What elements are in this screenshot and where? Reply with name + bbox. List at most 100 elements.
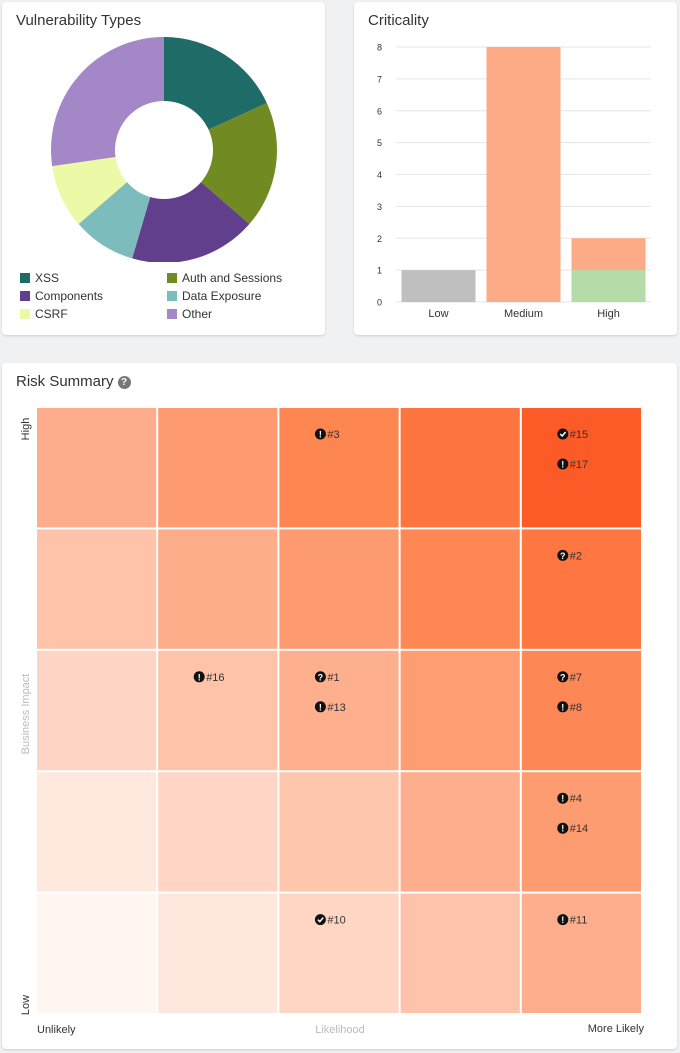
heatmap-cell-r0-c4[interactable] — [521, 408, 641, 528]
risk-item-15[interactable]: #15 — [557, 428, 588, 442]
donut-slice-other[interactable] — [50, 37, 164, 167]
heatmap-cell-r2-c1[interactable] — [158, 650, 278, 771]
legend-swatch — [20, 273, 30, 283]
heatmap-cell-r2-c4[interactable] — [521, 650, 641, 771]
risk-item-label: #15 — [570, 429, 588, 441]
y-tick-label: 2 — [377, 234, 382, 244]
legend-swatch — [167, 273, 177, 283]
legend-item-other[interactable]: Other — [167, 306, 314, 322]
donut-slice-xss[interactable] — [164, 37, 267, 130]
heatmap-cell-r0-c0[interactable] — [37, 408, 157, 528]
risk-item-13[interactable]: ! #13 — [314, 701, 346, 714]
bar-low-segment-1[interactable] — [401, 270, 476, 302]
bar-high-segment-1[interactable] — [571, 270, 646, 302]
heatmap-cell-r1-c3[interactable] — [400, 529, 520, 649]
heatmap-cell-r4-c1[interactable] — [158, 893, 278, 1013]
heatmap-cell-r3-c3[interactable] — [400, 772, 520, 892]
risk-item-1[interactable]: ? #1 — [314, 671, 340, 684]
exclamation-icon — [557, 458, 569, 470]
heatmap-cell-r0-c1[interactable] — [158, 408, 278, 528]
heatmap-cell-r3-c1[interactable] — [158, 772, 278, 892]
y-tick-label: 5 — [377, 138, 382, 148]
x-tick-label-medium: Medium — [504, 308, 543, 320]
bar-high-segment-2[interactable] — [571, 238, 646, 271]
legend-swatch — [167, 309, 177, 319]
y-tick-label: 1 — [377, 266, 382, 276]
heatmap-cell-r0-c2[interactable] — [279, 408, 399, 528]
risk-summary-title-text: Risk Summary — [16, 373, 114, 390]
check-icon — [557, 428, 569, 440]
donut-slice-auth-and-sessions[interactable] — [201, 103, 277, 224]
heatmap-cell-r4-c2[interactable] — [279, 893, 399, 1013]
legend-label: Components — [35, 289, 104, 303]
risk-summary-title: Risk Summary? — [16, 373, 131, 390]
heatmap-cell-r2-c3[interactable] — [400, 650, 520, 771]
icon-glyph: ? — [318, 672, 324, 682]
icon-glyph: ! — [319, 702, 322, 712]
check-mark — [317, 917, 324, 923]
risk-item-8[interactable]: ! #8 — [557, 701, 582, 714]
y-tick-label: 4 — [377, 170, 382, 180]
vulnerability-types-title: Vulnerability Types — [16, 12, 142, 29]
heatmap-cell-r1-c2[interactable] — [279, 529, 399, 649]
risk-item-14[interactable]: ! #14 — [557, 822, 588, 836]
risk-item-2[interactable]: ? #2 — [557, 549, 582, 563]
heatmap-cell-r3-c2[interactable] — [279, 772, 399, 892]
legend-label: Other — [182, 307, 213, 321]
bar-medium-segment-1[interactable] — [486, 47, 561, 302]
risk-item-4[interactable]: ! #4 — [557, 792, 582, 806]
risk-item-label: #17 — [570, 459, 588, 471]
risk-item-label: #13 — [327, 702, 345, 714]
risk-item-17[interactable]: ! #17 — [557, 458, 588, 472]
heatmap-cell-r4-c0[interactable] — [37, 893, 157, 1013]
heatmap-cell-r2-c2[interactable] — [279, 650, 399, 771]
heatmap-cell-r3-c4[interactable] — [521, 772, 641, 892]
icon-glyph: ! — [198, 672, 201, 682]
risk-item-3[interactable]: ! #3 — [314, 428, 340, 442]
legend-item-data-exposure[interactable]: Data Exposure — [167, 288, 314, 304]
y-axis-high-label: High — [20, 418, 32, 441]
heatmap-cell-r3-c0[interactable] — [37, 772, 157, 892]
heatmap-cell-r1-c4[interactable] — [521, 529, 641, 649]
exclamation-icon — [557, 792, 569, 804]
risk-item-11[interactable]: ! #11 — [557, 914, 587, 927]
icon-glyph: ! — [561, 702, 564, 712]
criticality-title: Criticality — [368, 12, 429, 29]
exclamation-icon — [193, 671, 205, 683]
heatmap-cell-r4-c4[interactable] — [521, 893, 641, 1013]
criticality-bar-chart: 0 1 2 3 4 5 6 7 8 Low Medium High — [377, 43, 651, 320]
y-axis-low-label: Low — [20, 995, 32, 1015]
heatmap-cell-r2-c0[interactable] — [37, 650, 157, 771]
legend-item-auth-and-sessions[interactable]: Auth and Sessions — [167, 270, 314, 286]
risk-item-16[interactable]: ! #16 — [193, 671, 225, 684]
y-tick-label: 7 — [377, 74, 382, 84]
y-axis-title: Business Impact — [20, 674, 32, 755]
legend-swatch — [20, 309, 30, 319]
heatmap-cell-r1-c0[interactable] — [37, 529, 157, 649]
icon-glyph: ? — [560, 551, 566, 561]
donut-slice-data-exposure[interactable] — [78, 182, 151, 259]
x-axis-title: Likelihood — [315, 1024, 365, 1036]
risk-item-label: #8 — [570, 702, 582, 714]
y-tick-label: 3 — [377, 202, 382, 212]
heatmap-cell-r4-c3[interactable] — [400, 893, 520, 1013]
legend-item-components[interactable]: Components — [20, 288, 167, 304]
legend-label: XSS — [35, 271, 60, 285]
vulnerability-types-card: Vulnerability Types XSS Auth and Sessions… — [2, 2, 325, 335]
risk-item-7[interactable]: ? #7 — [557, 671, 582, 684]
exclamation-icon — [557, 822, 569, 834]
legend-item-xss[interactable]: XSS — [20, 270, 167, 286]
heatmap-cell-r1-c1[interactable] — [158, 529, 278, 649]
risk-item-label: #1 — [327, 672, 339, 684]
risk-item-label: #14 — [570, 823, 588, 835]
icon-glyph: ? — [560, 672, 566, 682]
donut-slice-components[interactable] — [132, 182, 250, 262]
x-tick-label-low: Low — [428, 308, 448, 320]
legend-swatch — [20, 291, 30, 301]
help-icon[interactable]: ? — [117, 376, 131, 389]
risk-summary-card: Risk Summary? High Low Business Impact U… — [2, 363, 677, 1049]
legend-item-csrf[interactable]: CSRF — [20, 306, 167, 322]
heatmap-cell-r0-c3[interactable] — [400, 408, 520, 528]
donut-slice-csrf[interactable] — [52, 156, 127, 224]
risk-item-10[interactable]: #10 — [314, 914, 346, 927]
